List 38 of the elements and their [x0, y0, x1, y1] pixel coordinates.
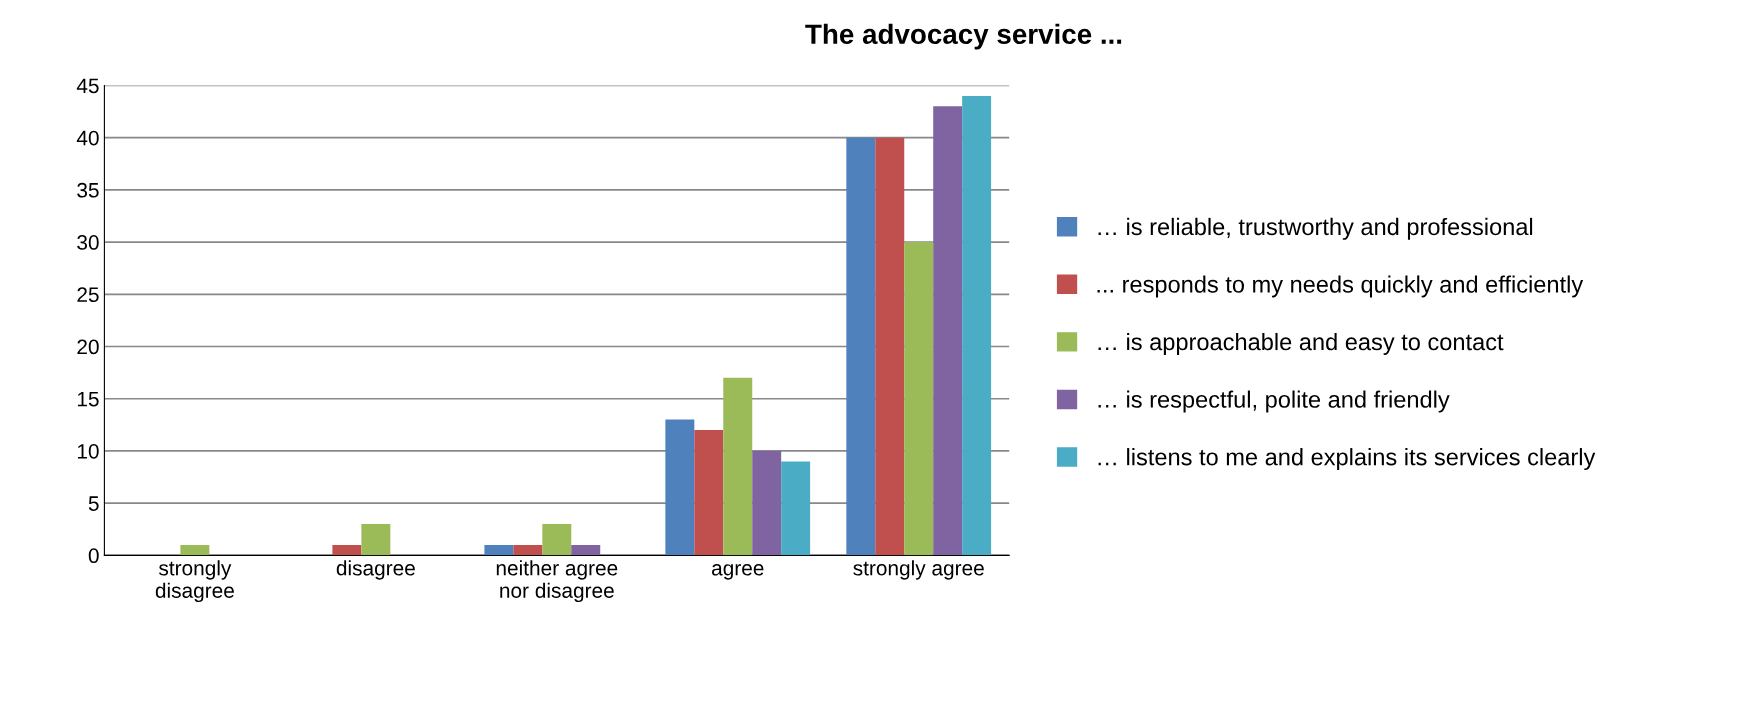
y-tick-label: 5 [88, 496, 99, 511]
chart-title: The advocacy service ... [805, 23, 1122, 50]
legend-label: … is reliable, trustworthy and professional [1098, 217, 1533, 240]
x-tick-label: neither agree nor disagree [496, 560, 618, 603]
x-tick-label: strongly disagree [155, 560, 234, 603]
y-tick-label: 45 [76, 78, 99, 94]
bar [846, 137, 876, 556]
y-tick-label: 35 [77, 182, 99, 198]
y-tick-label: 40 [76, 130, 99, 146]
bar [571, 544, 601, 556]
bar [962, 95, 992, 556]
legend-label: ... responds to my needs quickly and efficiently [1097, 275, 1584, 298]
bar [933, 106, 963, 556]
bar [484, 544, 514, 556]
bar [513, 544, 543, 556]
bar [875, 137, 905, 556]
bar [904, 242, 934, 556]
y-tick-label: 30 [77, 235, 99, 250]
bar [781, 461, 811, 556]
y-tick-label: 15 [77, 391, 99, 407]
bar [665, 419, 695, 556]
legend-label: … is respectful, polite and friendly [1098, 390, 1450, 413]
x-tick-label: agree [712, 564, 764, 580]
bar [694, 430, 724, 556]
bar [180, 544, 210, 556]
bar [542, 524, 572, 556]
y-tick-label: 20 [77, 339, 99, 355]
legend-label: … is approachable and easy to contact [1098, 332, 1504, 355]
bar [361, 524, 391, 556]
x-tick-label: strongly agree [853, 560, 984, 580]
y-tick-label: 0 [88, 548, 99, 564]
legend-label: … listens to me and explains its services clearly [1098, 448, 1596, 471]
y-tick-label: 10 [77, 443, 99, 459]
x-tick-label: disagree [336, 560, 415, 580]
bar [332, 544, 362, 556]
bar [723, 377, 753, 556]
y-tick-label: 25 [77, 287, 99, 303]
bar [752, 450, 782, 556]
